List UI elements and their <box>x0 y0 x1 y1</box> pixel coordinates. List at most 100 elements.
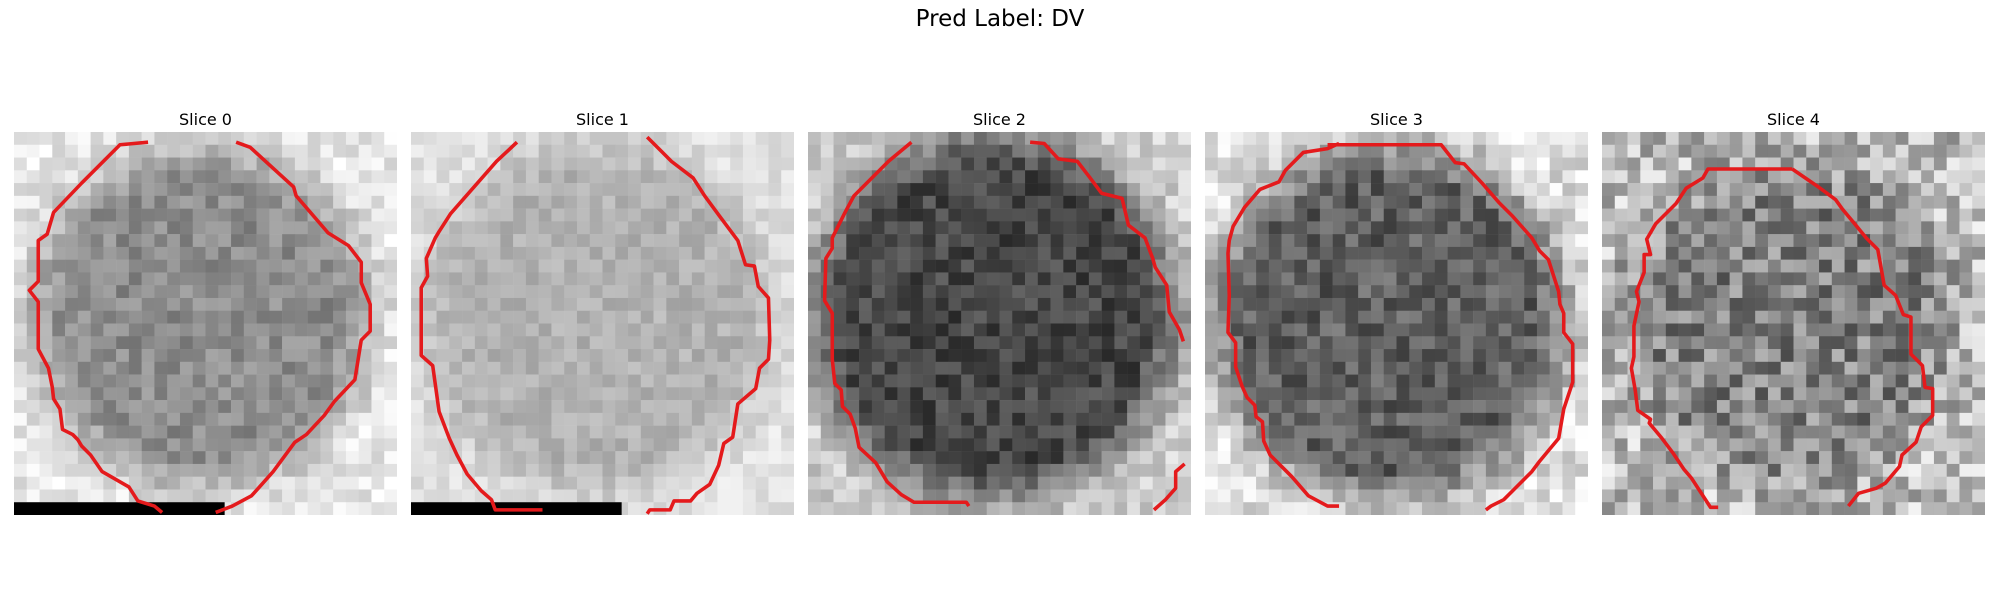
pixel <box>243 463 257 477</box>
pixel <box>282 246 296 260</box>
pixel <box>1819 157 1833 171</box>
pixel <box>742 285 756 299</box>
pixel <box>116 349 130 363</box>
pixel <box>742 336 756 350</box>
pixel <box>282 387 296 401</box>
pixel <box>1844 323 1858 337</box>
pixel <box>1319 336 1333 350</box>
pixel <box>602 387 616 401</box>
pixel <box>487 259 501 273</box>
pixel <box>833 361 847 375</box>
pixel <box>1895 246 1909 260</box>
pixel <box>1498 170 1512 184</box>
pixel <box>640 272 654 286</box>
pixel <box>1831 183 1845 197</box>
pixel <box>820 272 834 286</box>
pixel <box>1370 195 1384 209</box>
pixel <box>436 349 450 363</box>
pixel <box>1767 195 1781 209</box>
pixel <box>1857 412 1871 426</box>
pixel <box>973 412 987 426</box>
pixel <box>1959 183 1973 197</box>
pixel <box>1152 489 1166 503</box>
pixel <box>77 310 91 324</box>
pixel <box>1882 234 1896 248</box>
pixel <box>1562 259 1576 273</box>
pixel <box>564 259 578 273</box>
pixel <box>1319 157 1333 171</box>
pixel <box>1460 400 1474 414</box>
pixel <box>1755 476 1769 490</box>
pixel <box>474 425 488 439</box>
pixel <box>1524 183 1538 197</box>
pixel <box>320 132 334 146</box>
pixel <box>1345 272 1359 286</box>
pixel <box>1076 259 1090 273</box>
pixel <box>1063 259 1077 273</box>
pixel <box>846 438 860 452</box>
pixel <box>1895 438 1909 452</box>
pixel <box>999 234 1013 248</box>
pixel <box>1640 387 1654 401</box>
pixel <box>679 425 693 439</box>
pixel <box>820 157 834 171</box>
pixel <box>1498 387 1512 401</box>
pixel <box>26 208 40 222</box>
pixel <box>1908 476 1922 490</box>
pixel <box>1088 323 1102 337</box>
pixel <box>961 336 975 350</box>
pixel <box>192 272 206 286</box>
pixel <box>1422 132 1436 146</box>
pixel <box>1704 272 1718 286</box>
pixel <box>808 489 822 503</box>
pixel <box>474 438 488 452</box>
pixel <box>871 361 885 375</box>
pixel <box>1729 170 1743 184</box>
pixel <box>179 438 193 452</box>
pixel <box>103 323 117 337</box>
pixel <box>1602 285 1616 299</box>
pixel <box>1678 451 1692 465</box>
pixel <box>1627 195 1641 209</box>
pixel <box>640 438 654 452</box>
pixel <box>1447 195 1461 209</box>
pixel <box>576 323 590 337</box>
pixel <box>1614 208 1628 222</box>
pixel <box>423 323 437 337</box>
pixel <box>1101 297 1115 311</box>
pixel <box>128 144 142 158</box>
pixel <box>384 438 397 452</box>
pixel <box>1549 234 1563 248</box>
pixel <box>333 208 347 222</box>
pixel <box>1358 195 1372 209</box>
pixel <box>730 463 744 477</box>
pixel <box>1460 234 1474 248</box>
pixel <box>1422 463 1436 477</box>
pixel <box>1050 489 1064 503</box>
pixel <box>1640 349 1654 363</box>
pixel <box>1345 425 1359 439</box>
pixel <box>1012 361 1026 375</box>
pixel <box>1012 336 1026 350</box>
pixel <box>1959 451 1973 465</box>
pixel <box>1755 451 1769 465</box>
pixel <box>218 183 232 197</box>
pixel <box>1139 349 1153 363</box>
pixel <box>1665 310 1679 324</box>
pixel <box>487 310 501 324</box>
pixel <box>1665 502 1679 515</box>
pixel <box>1127 310 1141 324</box>
pixel <box>1716 451 1730 465</box>
pixel <box>1012 502 1026 515</box>
pixel <box>628 310 642 324</box>
pixel <box>602 374 616 388</box>
pixel <box>1332 323 1346 337</box>
pixel <box>859 234 873 248</box>
pixel <box>500 310 514 324</box>
pixel <box>1524 374 1538 388</box>
pixel <box>269 297 283 311</box>
pixel <box>1268 502 1282 515</box>
pixel <box>1460 349 1474 363</box>
pixel <box>846 489 860 503</box>
pixel <box>1165 144 1179 158</box>
